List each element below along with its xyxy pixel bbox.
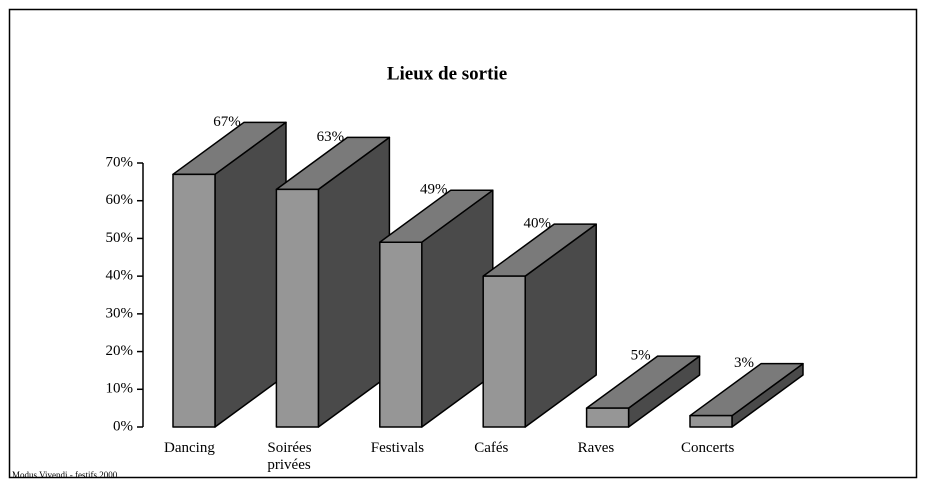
y-tick-label: 0% [113,418,133,434]
bar-front [275,188,320,428]
y-tick-label: 20% [106,343,134,359]
x-tick-label: Concerts [681,440,735,456]
footnote: Modus Vivendi - festifs 2000 [12,470,118,480]
x-tick-label: Dancing [164,440,215,456]
x-tick-label: Cafés [474,440,509,456]
value-label: 63% [317,129,345,145]
bar-front [482,275,526,428]
y-tick-label: 70% [106,154,134,170]
x-tick-label: Soirées privées [267,440,312,473]
frame [8,8,918,479]
value-label: 67% [213,114,241,130]
y-tick-label: 40% [106,268,134,284]
value-label: 49% [420,182,448,198]
bar-front [689,414,733,428]
x-tick-label: Festivals [370,440,425,456]
y-tick-label: 60% [106,192,134,208]
value-label: 5% [631,348,651,364]
chart-title: Lieux de sortie [387,63,507,84]
y-tick-label: 50% [106,230,134,246]
y-tick-label: 30% [106,305,134,321]
x-tick-label: Raves [577,440,615,456]
bar-front [172,173,216,428]
bar-front [379,241,423,428]
bar-side [214,121,287,428]
y-tick-label: 10% [106,381,134,397]
value-label: 40% [523,216,551,232]
value-label: 3% [734,355,754,371]
bar-front [585,407,630,428]
